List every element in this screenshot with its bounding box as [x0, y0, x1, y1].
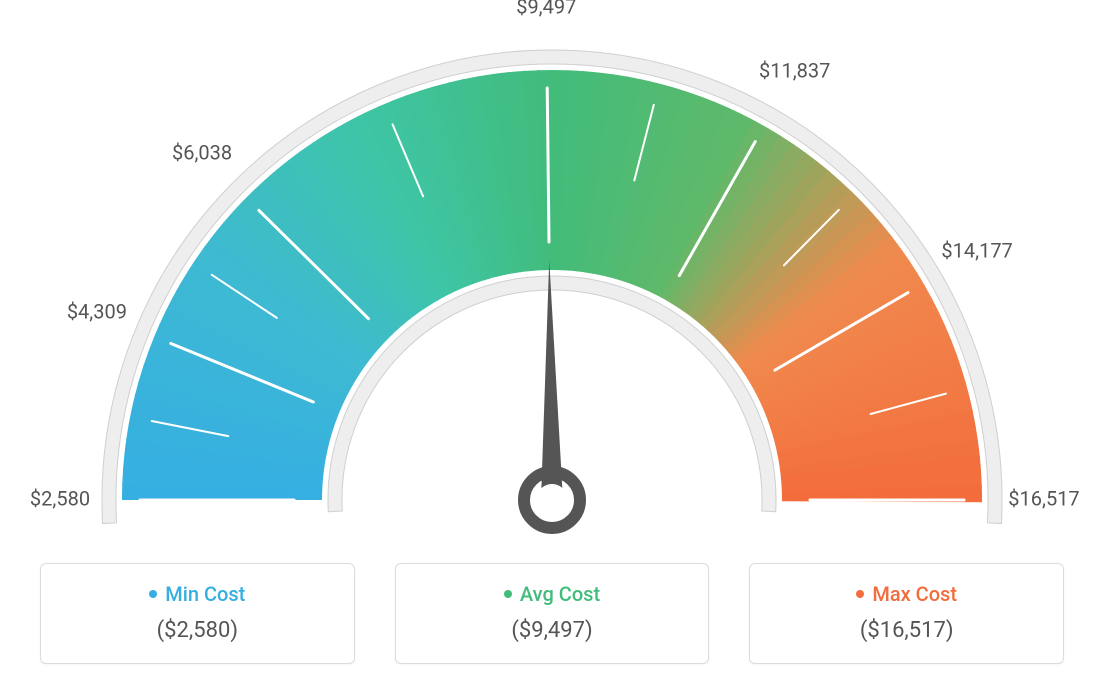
avg-cost-label: Avg Cost — [520, 582, 600, 606]
min-cost-label: Min Cost — [165, 582, 245, 606]
gauge-scale-label: $9,497 — [516, 0, 576, 18]
gauge-scale-label: $11,837 — [759, 58, 830, 82]
avg-dot-icon — [504, 590, 512, 598]
avg-cost-value: ($9,497) — [406, 618, 699, 643]
gauge-needle — [541, 260, 563, 500]
avg-cost-card: Avg Cost ($9,497) — [395, 563, 710, 664]
max-cost-value: ($16,517) — [760, 618, 1053, 643]
gauge-scale-label: $16,517 — [1008, 486, 1079, 510]
min-dot-icon — [149, 590, 157, 598]
max-cost-label: Max Cost — [872, 582, 957, 606]
gauge-scale-label: $4,309 — [67, 299, 127, 323]
min-cost-card: Min Cost ($2,580) — [40, 563, 355, 664]
gauge-scale-label: $2,580 — [30, 486, 90, 510]
gauge-scale-label: $14,177 — [941, 239, 1012, 263]
max-cost-card: Max Cost ($16,517) — [749, 563, 1064, 664]
summary-cards: Min Cost ($2,580) Avg Cost ($9,497) Max … — [40, 563, 1064, 664]
min-cost-value: ($2,580) — [51, 618, 344, 643]
cost-gauge: $2,580 $4,309 $6,038 $9,497 $11,837 $14,177 $1… — [0, 0, 1104, 540]
max-dot-icon — [856, 590, 864, 598]
gauge-scale-label: $6,038 — [172, 140, 232, 164]
